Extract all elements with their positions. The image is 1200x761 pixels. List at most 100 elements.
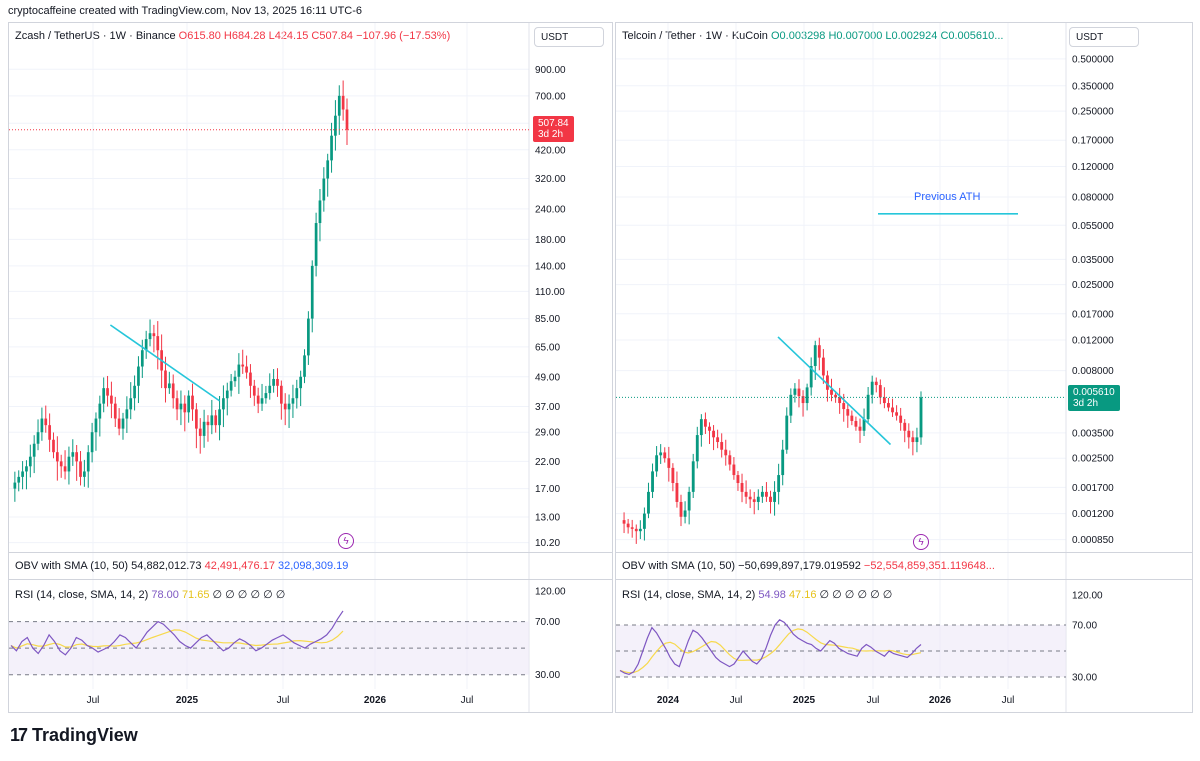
candle-body xyxy=(179,403,183,410)
candle-body xyxy=(850,415,854,421)
tradingview-logo[interactable]: 17 TradingView xyxy=(10,725,138,746)
candle-body xyxy=(789,394,793,416)
y-tick-label: 29.00 xyxy=(535,428,560,439)
candle-body xyxy=(260,398,264,404)
flash-icon[interactable]: ϟ xyxy=(913,534,929,550)
x-axis-label: 2026 xyxy=(364,695,387,706)
candle-body xyxy=(63,466,67,472)
candle-body xyxy=(129,398,133,410)
trendline xyxy=(777,336,892,446)
candle-body xyxy=(310,265,314,319)
candle-body xyxy=(225,390,229,399)
currency-button[interactable]: USDT xyxy=(1069,27,1139,47)
y-tick-label: 49.00 xyxy=(535,372,560,383)
candle-body xyxy=(622,520,626,524)
currency-button[interactable]: USDT xyxy=(534,27,604,47)
candle-body xyxy=(334,115,337,136)
chart-pane-telcoin[interactable]: Telcoin / Tether · 1W · KuCoin O0.003298… xyxy=(615,22,1193,713)
candle-body xyxy=(79,461,82,477)
candle-body xyxy=(52,439,55,453)
flash-icon[interactable]: ϟ xyxy=(338,533,354,549)
ohlc-low: L0.002924 xyxy=(885,30,938,42)
y-tick-label: 0.120000 xyxy=(1072,162,1114,173)
candle-body xyxy=(716,437,720,443)
candle-body xyxy=(183,403,187,413)
candle-body xyxy=(634,528,638,532)
last-price: 507.84 xyxy=(538,118,569,129)
y-tick-label: 0.012000 xyxy=(1072,336,1114,347)
last-price: 0.005610 xyxy=(1073,387,1115,398)
candle-body xyxy=(740,483,744,492)
candle-body xyxy=(679,501,683,517)
candle-body xyxy=(148,333,152,340)
candle-body xyxy=(117,418,121,429)
candle-body xyxy=(13,482,17,489)
symbol-legend: Zcash / TetherUS · 1W · Binance O615.80 … xyxy=(15,30,450,42)
candle-body xyxy=(630,527,634,529)
y-tick-label: 65.00 xyxy=(535,342,560,353)
obv-sma: −52,554,859,351.119648... xyxy=(863,560,995,572)
y-tick-label: 700.00 xyxy=(535,91,566,102)
candle-body xyxy=(834,394,838,398)
candle-body xyxy=(40,418,44,433)
zcash-chart-canvas[interactable]: 900.00700.00540.00420.00320.00240.00180.… xyxy=(9,23,612,712)
countdown: 3d 2h xyxy=(538,129,564,140)
x-axis-label: Jul xyxy=(1002,695,1015,706)
pane-separator xyxy=(9,579,612,580)
candle-body xyxy=(862,419,866,431)
rsi-tick-label: 120.00 xyxy=(535,587,566,598)
candle-body xyxy=(28,456,32,467)
candle-body xyxy=(86,452,90,472)
candle-body xyxy=(198,428,202,436)
candle-body xyxy=(307,318,310,356)
x-axis-label: Jul xyxy=(867,695,880,706)
y-tick-label: 0.025000 xyxy=(1072,280,1114,291)
ohlc-open: O0.003298 xyxy=(770,30,826,42)
rsi-label: RSI (14, close, SMA, 14, 2) xyxy=(15,589,149,601)
rsi-value: 78.00 xyxy=(151,589,179,601)
y-tick-label: 0.008000 xyxy=(1072,366,1114,377)
candle-body xyxy=(891,407,894,413)
candle-body xyxy=(899,415,903,423)
candle-body xyxy=(732,464,736,476)
candle-body xyxy=(675,483,679,502)
candle-body xyxy=(67,456,71,472)
candle-body xyxy=(663,452,667,459)
y-tick-label: 0.000850 xyxy=(1072,535,1114,546)
candle-body xyxy=(870,381,874,395)
candle-body xyxy=(813,345,817,367)
candle-body xyxy=(322,178,326,201)
candle-body xyxy=(187,395,191,413)
candle-body xyxy=(777,475,781,492)
telcoin-chart-canvas[interactable]: 0.500000 0.350000 0.250000 0.170000 0.120000… xyxy=(616,23,1192,712)
candle-body xyxy=(882,397,886,404)
candle-body xyxy=(330,135,333,161)
chart-pane-zcash[interactable]: Zcash / TetherUS · 1W · Binance O615.80 … xyxy=(8,22,613,713)
candle-body xyxy=(903,422,907,431)
candle-body xyxy=(295,388,299,399)
candle-body xyxy=(206,421,210,426)
candle-body xyxy=(98,403,102,419)
candle-body xyxy=(728,455,732,465)
candle-body xyxy=(55,452,59,462)
candle-body xyxy=(760,491,764,497)
attribution: cryptocaffeine created with TradingView.… xyxy=(8,5,363,17)
rsi-sma-value: 71.65 xyxy=(181,589,210,601)
candle-body xyxy=(241,364,245,367)
y-tick-label: 13.00 xyxy=(535,512,560,523)
candle-body xyxy=(195,409,198,429)
candle-body xyxy=(106,388,109,396)
candle-body xyxy=(708,426,711,431)
candle-body xyxy=(781,449,785,476)
candle-body xyxy=(256,395,260,404)
y-tick-label: 0.080000 xyxy=(1072,193,1114,204)
candle-body xyxy=(756,496,760,502)
obv-sma-50: 32,098,309.19 xyxy=(278,560,349,572)
candle-body xyxy=(75,452,79,462)
candle-body xyxy=(283,403,287,410)
candle-body xyxy=(842,403,846,410)
ohlc-change: −107.96 (−17.53%) xyxy=(356,30,451,42)
candle-body xyxy=(171,383,175,399)
candle-body xyxy=(809,366,813,388)
rsi-tick-label: 120.00 xyxy=(1072,591,1103,602)
